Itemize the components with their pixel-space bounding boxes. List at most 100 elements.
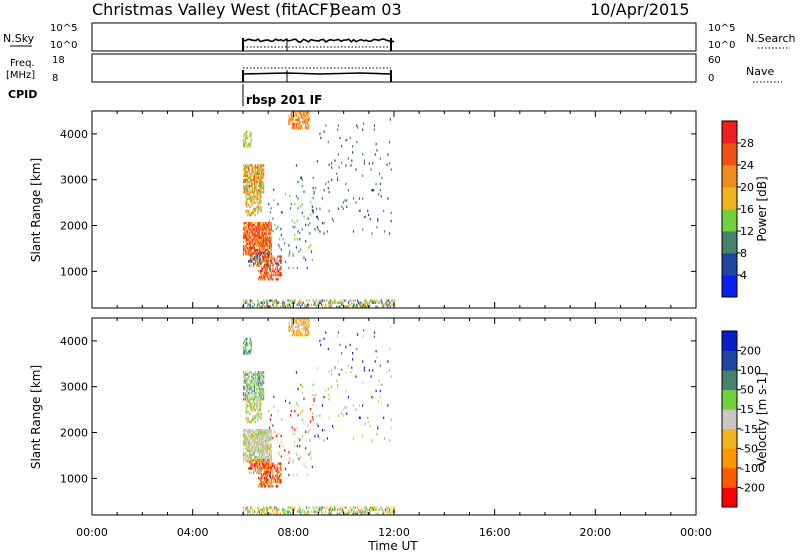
- power-echo: [263, 244, 266, 248]
- velocity-echo: [388, 439, 391, 442]
- velocity-echo: [267, 437, 269, 440]
- velocity-echo: [257, 428, 259, 432]
- power-echo: [305, 305, 308, 308]
- velocity-echo: [260, 445, 262, 448]
- velocity-echo: [245, 341, 247, 345]
- power-echo: [379, 157, 381, 160]
- velocity-echo: [300, 331, 302, 335]
- power-echo: [261, 248, 263, 252]
- power-echo: [243, 166, 245, 169]
- power-echo: [264, 255, 266, 258]
- power-echo: [307, 122, 309, 126]
- power-echo: [243, 221, 245, 225]
- power-echo: [265, 221, 267, 225]
- power-echo: [259, 228, 261, 231]
- velocity-echo: [270, 506, 272, 509]
- power-echo: [275, 305, 277, 308]
- velocity-echo: [277, 476, 279, 480]
- velocity-echo: [293, 321, 295, 324]
- velocity-echo: [253, 435, 255, 438]
- velocity-echo: [371, 506, 373, 509]
- power-echo: [263, 273, 265, 277]
- power-echo: [292, 252, 294, 255]
- power-echo: [311, 258, 313, 262]
- power-echo: [329, 303, 331, 306]
- power-echo: [246, 137, 248, 140]
- velocity-echo: [245, 451, 247, 455]
- velocity-echo: [362, 404, 364, 407]
- power-echo: [362, 303, 365, 306]
- velocity-echo: [245, 393, 247, 397]
- velocity-echo: [243, 391, 245, 395]
- power-echo: [250, 191, 252, 194]
- velocity-echo: [262, 379, 264, 382]
- velocity-echo: [302, 319, 304, 322]
- velocity-echo: [265, 428, 267, 432]
- velocity-echo: [271, 476, 273, 480]
- velocity-echo: [305, 319, 308, 322]
- power-echo: [271, 273, 273, 277]
- power-echo: [356, 303, 358, 306]
- power-echo: [266, 271, 268, 275]
- power-echo: [292, 120, 294, 124]
- power-echo: [300, 176, 303, 180]
- power-echo: [359, 301, 361, 304]
- power-echo: [243, 178, 245, 182]
- velocity-echo: [347, 396, 349, 399]
- power-echo: [270, 226, 272, 229]
- power-echo: [347, 157, 349, 160]
- velocity-echo: [289, 506, 292, 509]
- velocity-echo: [269, 435, 271, 438]
- velocity-echo: [337, 331, 339, 334]
- velocity-echo: [270, 483, 272, 486]
- velocity-echo: [271, 468, 273, 472]
- power-echo: [280, 261, 282, 265]
- velocity-echo: [262, 437, 264, 440]
- power-echo: [293, 126, 295, 130]
- velocity-echo: [289, 325, 292, 329]
- power-echo: [274, 259, 276, 262]
- power-echo: [255, 236, 257, 239]
- velocity-echo: [289, 325, 291, 329]
- power-echo: [341, 145, 343, 148]
- power-echo: [290, 116, 292, 120]
- velocity-echo: [258, 396, 261, 399]
- power-echo: [249, 251, 251, 255]
- power-echo: [262, 228, 264, 231]
- power-echo: [263, 276, 265, 279]
- power-echo: [296, 110, 298, 113]
- power-echo: [386, 301, 388, 304]
- power-echo: [295, 122, 297, 126]
- velocity-echo: [243, 447, 245, 450]
- power-echo: [267, 271, 269, 275]
- velocity-echo: [243, 352, 245, 355]
- velocity-echo: [268, 409, 270, 413]
- velocity-echo: [260, 480, 262, 484]
- power-echo: [256, 226, 258, 229]
- power-ytick-label: 1000: [60, 265, 88, 278]
- power-colorbar-cell: [722, 209, 737, 232]
- velocity-echo: [307, 329, 309, 333]
- velocity-colorbar-tick-label: -200: [740, 481, 765, 494]
- velocity-echo: [265, 476, 267, 480]
- power-echo: [321, 301, 323, 304]
- power-echo: [257, 234, 259, 237]
- power-echo: [355, 168, 357, 171]
- power-echo: [267, 234, 269, 237]
- power-echo: [253, 184, 256, 188]
- velocity-echo: [260, 458, 262, 462]
- power-echo: [256, 197, 258, 200]
- velocity-echo: [294, 440, 296, 444]
- velocity-echo: [270, 435, 272, 438]
- power-echo: [260, 186, 262, 190]
- power-echo: [277, 305, 279, 308]
- power-echo: [386, 303, 388, 306]
- power-echo: [266, 224, 268, 227]
- velocity-echo: [327, 512, 329, 515]
- power-echo: [256, 234, 258, 237]
- velocity-echo: [254, 463, 256, 466]
- power-echo: [363, 305, 365, 308]
- power-echo: [259, 244, 261, 248]
- velocity-echo: [243, 441, 245, 444]
- velocity-echo: [258, 385, 261, 389]
